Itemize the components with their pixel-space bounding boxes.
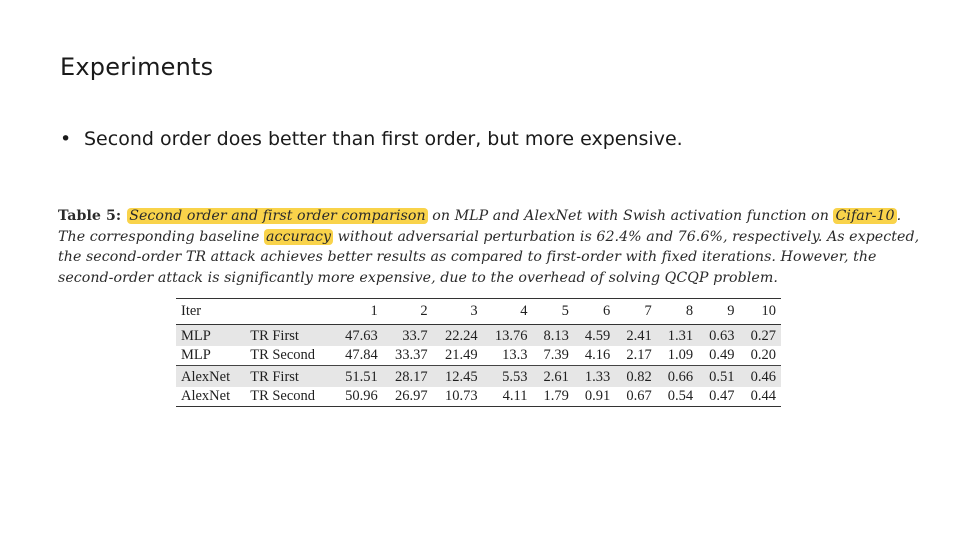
cell-value: 2.17 xyxy=(626,347,652,363)
bullet-symbol: • xyxy=(60,128,72,150)
cell-value: 5.53 xyxy=(482,365,533,387)
table-row: AlexNet TR Second 50.96 26.97 10.73 4.11… xyxy=(176,387,781,407)
header-iter: Iter xyxy=(181,303,202,319)
cell-value: 47.84 xyxy=(345,347,378,363)
table-row: MLP TR Second 47.84 33.37 21.49 13.3 7.3… xyxy=(176,346,781,366)
caption-highlight-accuracy: accuracy xyxy=(264,228,334,245)
cell-value: 50.96 xyxy=(345,388,378,404)
bullet-item: • Second order does better than first or… xyxy=(60,128,683,150)
cell-value: 0.82 xyxy=(615,365,657,387)
header-col: 3 xyxy=(470,303,478,319)
table-row: AlexNet TR First 51.51 28.17 12.45 5.53 … xyxy=(176,365,781,387)
cell-model: AlexNet xyxy=(181,388,231,404)
cell-value: 33.7 xyxy=(382,324,433,346)
header-col: 7 xyxy=(644,303,652,319)
cell-value: 0.44 xyxy=(750,388,776,404)
caption-label: Table 5: xyxy=(58,208,122,224)
header-col: 5 xyxy=(561,303,569,319)
cell-value: 4.59 xyxy=(573,324,616,346)
header-col: 9 xyxy=(727,303,735,319)
cell-value: 0.63 xyxy=(698,324,740,346)
cell-value: 28.17 xyxy=(382,365,433,387)
cell-method: TR First xyxy=(245,365,333,387)
results-table: Iter 1 2 3 4 5 6 7 8 9 10 MLP TR First 4… xyxy=(176,298,781,407)
cell-value: 12.45 xyxy=(432,365,483,387)
cell-value: 7.39 xyxy=(543,347,569,363)
cell-value: 0.47 xyxy=(709,388,735,404)
cell-value: 0.54 xyxy=(667,388,694,404)
cell-model: MLP xyxy=(176,324,246,346)
cell-value: 13.76 xyxy=(482,324,533,346)
cell-value: 22.24 xyxy=(432,324,483,346)
table-caption: Table 5: Second order and first order com… xyxy=(58,206,919,288)
bullet-text: Second order does better than first orde… xyxy=(84,128,683,150)
cell-value: 33.37 xyxy=(395,347,428,363)
cell-model: MLP xyxy=(181,347,211,363)
cell-value: 0.27 xyxy=(739,324,781,346)
header-col: 10 xyxy=(761,303,777,319)
cell-value: 51.51 xyxy=(332,365,383,387)
caption-text-1: on MLP and AlexNet with Swish activation… xyxy=(427,208,834,224)
caption-highlight-comparison: Second order and first order comparison xyxy=(127,208,428,224)
caption-line4: second-order attack is significantly mor… xyxy=(58,269,778,286)
caption-line2-end: without adversarial perturbation is 62.4… xyxy=(333,228,920,245)
cell-value: 10.73 xyxy=(444,388,478,404)
header-col: 8 xyxy=(685,303,694,319)
cell-value: 21.49 xyxy=(444,347,478,363)
table-header-row: Iter 1 2 3 4 5 6 7 8 9 10 xyxy=(176,298,781,325)
cell-value: 47.63 xyxy=(332,324,383,346)
cell-value: 0.20 xyxy=(750,347,776,363)
caption-highlight-dataset: Cifar-10 xyxy=(833,208,897,224)
cell-value: 0.66 xyxy=(656,365,699,387)
cell-value: 2.41 xyxy=(615,324,657,346)
header-col: 1 xyxy=(370,303,378,319)
cell-value: 26.97 xyxy=(395,388,428,404)
caption-line2-start: The corresponding baseline xyxy=(58,228,265,245)
cell-value: 13.3 xyxy=(502,347,528,363)
cell-method: TR Second xyxy=(250,388,316,404)
caption-text-2: . xyxy=(896,208,902,224)
header-col: 4 xyxy=(520,303,528,319)
cell-value: 4.16 xyxy=(584,347,611,363)
cell-method: TR Second xyxy=(250,347,316,363)
header-col: 2 xyxy=(420,303,428,319)
cell-value: 0.49 xyxy=(709,347,735,363)
cell-value: 1.31 xyxy=(656,324,699,346)
slide-title: Experiments xyxy=(60,53,214,81)
cell-value: 1.79 xyxy=(543,388,569,404)
cell-method: TR First xyxy=(245,324,333,346)
header-col: 6 xyxy=(603,303,611,319)
cell-value: 4.11 xyxy=(502,388,528,404)
caption-line3: the second-order TR attack achieves bett… xyxy=(58,249,877,266)
cell-value: 8.13 xyxy=(532,324,574,346)
table-row: MLP TR First 47.63 33.7 22.24 13.76 8.13… xyxy=(176,324,781,346)
cell-value: 0.91 xyxy=(584,388,611,404)
cell-model: AlexNet xyxy=(176,365,246,387)
cell-value: 2.61 xyxy=(532,365,574,387)
cell-value: 1.33 xyxy=(573,365,616,387)
cell-value: 0.51 xyxy=(698,365,740,387)
cell-value: 0.46 xyxy=(739,365,781,387)
cell-value: 0.67 xyxy=(626,388,652,404)
cell-value: 1.09 xyxy=(667,347,694,363)
